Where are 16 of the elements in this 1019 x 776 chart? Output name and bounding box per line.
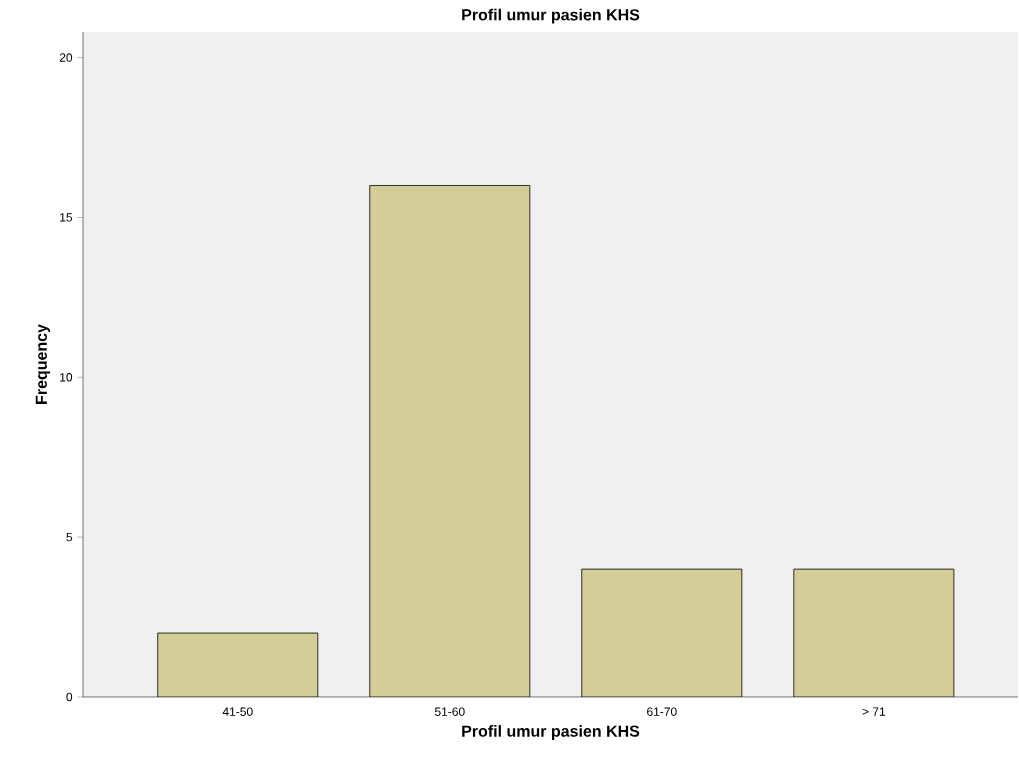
bar bbox=[793, 568, 955, 697]
y-tick-label: 20 bbox=[59, 53, 73, 62]
x-tick-label: 61-70 bbox=[647, 707, 677, 716]
x-axis-title: Profil umur pasien KHS bbox=[462, 725, 640, 740]
x-tick-label: > 71 bbox=[862, 707, 886, 716]
x-tick-label: 41-50 bbox=[222, 707, 253, 716]
y-tick-label: 0 bbox=[66, 692, 73, 702]
chart-title: Profil umur pasien KHS bbox=[462, 8, 640, 24]
y-axis-title: Frequency bbox=[35, 324, 51, 404]
x-tick-label: 51-60 bbox=[434, 707, 465, 716]
bar bbox=[369, 185, 531, 697]
y-tick-label: 10 bbox=[60, 373, 73, 382]
bar bbox=[581, 568, 743, 697]
y-tick-label: 5 bbox=[66, 532, 73, 542]
bar bbox=[157, 632, 319, 697]
y-tick-label: 15 bbox=[60, 213, 73, 222]
